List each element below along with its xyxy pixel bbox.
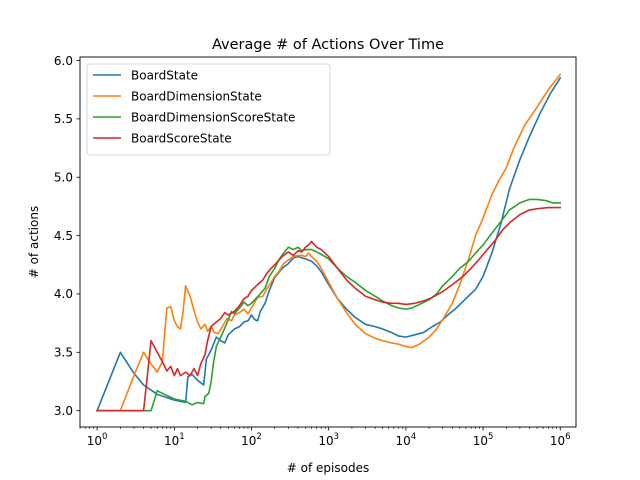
y-tick-label: 3.0	[54, 404, 73, 418]
legend-box	[86, 63, 331, 156]
series-line-1	[96, 76, 562, 412]
series-layer	[96, 73, 562, 412]
series-line-2	[96, 73, 562, 412]
x-axis-label: # of episodes	[287, 461, 369, 475]
x-tick-label: 106	[550, 432, 571, 448]
x-tick-label: 102	[241, 432, 262, 448]
x-axis: 100 101 102 103 104 105 106	[79, 427, 571, 448]
legend-label: BoardState	[131, 68, 198, 82]
legend-label: BoardDimensionScoreState	[131, 110, 295, 124]
y-tick-label: 5.0	[54, 171, 73, 185]
x-tick-label: 101	[164, 432, 185, 448]
y-tick-label: 4.5	[54, 229, 73, 243]
y-tick-label: 5.5	[54, 112, 73, 126]
legend-label: BoardScoreState	[131, 131, 232, 145]
axes-frame	[79, 56, 577, 428]
x-tick-label: 104	[396, 432, 417, 448]
x-tick-label: 105	[473, 432, 494, 448]
series-line-3	[96, 198, 562, 412]
legend-label: BoardDimensionState	[131, 89, 262, 103]
series-line-4	[96, 206, 562, 412]
y-axis-label: # of actions	[27, 206, 41, 278]
x-tick-label: 100	[87, 432, 108, 448]
y-tick-label: 4.0	[54, 287, 73, 301]
chart-title: Average # of Actions Over Time	[212, 37, 444, 53]
legend: BoardState BoardDimensionState BoardDimens…	[86, 63, 331, 156]
x-tick-label: 103	[318, 432, 339, 448]
y-tick-label: 6.0	[54, 54, 73, 68]
y-tick-label: 3.5	[54, 346, 73, 360]
y-axis: 3.0 3.5 4.0 4.5 5.0 5.5 6.0	[54, 54, 80, 418]
